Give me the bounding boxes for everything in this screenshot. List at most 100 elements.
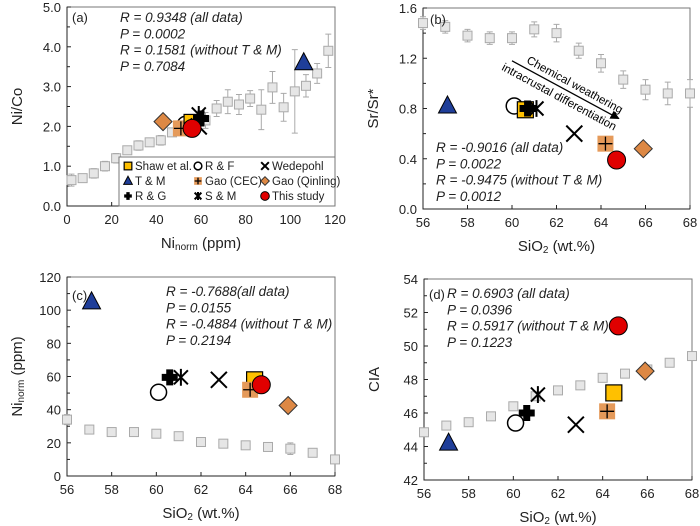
gray-data-point xyxy=(256,104,267,115)
gray-data-point xyxy=(618,74,629,85)
gray-data-point xyxy=(133,140,144,151)
x-tick-label: 66 xyxy=(283,482,297,497)
legend-item: T & M xyxy=(122,175,165,188)
stat-annotation: R = 0.6903 (all data) xyxy=(447,286,570,301)
marker-sm xyxy=(528,100,545,117)
legend-label: Gao (CEC) xyxy=(205,176,262,188)
x-tick-label: 40 xyxy=(149,212,163,227)
gray-data-point xyxy=(129,427,139,438)
x-tick-label: 64 xyxy=(595,486,609,501)
x-tick-label: 60 xyxy=(506,486,520,501)
marker-rg xyxy=(518,405,535,421)
gray-data-point xyxy=(486,411,496,422)
gray-data-point xyxy=(99,161,110,172)
gray-data-point xyxy=(484,33,495,44)
x-tick-label: 56 xyxy=(60,482,74,497)
y-tick-label: 44 xyxy=(404,440,418,455)
gray-data-point xyxy=(84,424,95,435)
y-axis-label: Ninorm (ppm) xyxy=(9,336,27,416)
marker-rf xyxy=(193,161,203,171)
marker-rg xyxy=(161,369,178,386)
marker-wedepohl xyxy=(260,161,270,171)
marker-gao-cec xyxy=(599,403,616,420)
y-tick-label: 80 xyxy=(47,336,61,351)
marker-rg xyxy=(124,192,132,200)
gray-data-point xyxy=(300,80,311,91)
legend-label: Wedepohl xyxy=(272,161,324,173)
y-axis-label: Sr/Sr* xyxy=(365,88,382,128)
y-tick-label: 5.0 xyxy=(43,0,61,15)
legend-label: R & F xyxy=(205,161,234,173)
gray-data-point xyxy=(173,431,184,442)
gray-data-point xyxy=(685,88,695,99)
x-tick-label: 66 xyxy=(638,215,652,230)
x-tick-label: 56 xyxy=(416,215,430,230)
gray-data-point xyxy=(551,28,562,39)
marker-tm xyxy=(81,290,102,310)
legend-item: Gao (CEC) xyxy=(194,176,262,188)
gray-data-point xyxy=(440,21,451,32)
x-tick-label: 100 xyxy=(279,212,301,227)
panel-label: (c) xyxy=(72,288,87,303)
x-tick-label: 66 xyxy=(640,486,654,501)
x-tick-label: 60 xyxy=(505,215,519,230)
marker-tm xyxy=(437,94,458,114)
panel-c: 56 58 60 62 64 66 68 0 20 40 60 80 100 120 SiO2 (wt.%)… xyxy=(9,270,342,523)
stat-annotation: R = -0.9475 (without T & M) xyxy=(436,173,602,188)
gray-data-point xyxy=(211,103,222,114)
legend-label: Shaw et al. xyxy=(135,161,192,173)
x-tick-label: 64 xyxy=(238,482,252,497)
gray-data-point xyxy=(463,417,474,428)
legend: Shaw et al. R & F Wedepohl T & M Gao (CEC) Ga… xyxy=(118,156,341,207)
x-tick-label: 68 xyxy=(685,486,699,501)
stat-annotation: R = -0.7688(all data) xyxy=(166,284,289,299)
y-tick-label: 54 xyxy=(404,272,418,287)
marker-tm xyxy=(122,175,134,185)
y-tick-label: 1.0 xyxy=(43,159,61,174)
x-tick-label: 60 xyxy=(194,212,208,227)
stat-annotation: R = -0.9016 (all data) xyxy=(436,140,563,155)
gray-data-point xyxy=(106,427,117,438)
marker-gao-cec xyxy=(194,177,202,185)
legend-label: Gao (Qinling) xyxy=(272,176,341,188)
marker-gao-qinling xyxy=(153,111,173,132)
y-tick-label: 2.0 xyxy=(43,119,61,134)
marker-wedepohl xyxy=(565,124,584,143)
x-tick-label: 64 xyxy=(594,215,608,230)
gray-data-point xyxy=(263,441,273,452)
gray-data-point xyxy=(573,45,584,56)
marker-wedepohl xyxy=(210,371,228,389)
marker-rg xyxy=(519,100,536,117)
legend-label: This study xyxy=(272,191,325,203)
x-tick-label: 20 xyxy=(104,212,118,227)
x-axis-label: SiO2 (wt.%) xyxy=(162,505,239,523)
stat-annotation: R = 0.9348 (all data) xyxy=(120,10,243,25)
gray-data-point xyxy=(687,351,697,362)
gray-data-point xyxy=(222,96,233,107)
gray-data-point xyxy=(77,173,88,184)
y-tick-label: 48 xyxy=(404,373,418,388)
marker-this-study xyxy=(608,316,628,336)
legend-item: Gao (Qinling) xyxy=(259,175,341,188)
y-tick-label: 40 xyxy=(47,403,61,418)
stat-annotation: P = 0.0012 xyxy=(436,189,502,204)
y-tick-label: 0.0 xyxy=(399,202,417,217)
marker-shaw xyxy=(605,384,623,402)
legend-item: R & F xyxy=(193,161,234,173)
marker-gao-qinling xyxy=(259,175,271,187)
gray-data-point xyxy=(640,84,651,95)
gray-data-point xyxy=(240,440,251,451)
y-tick-label: 0 xyxy=(54,469,61,484)
marker-tm xyxy=(293,51,314,71)
x-tick-label: 58 xyxy=(460,215,474,230)
x-axis-label: SiO2 (wt.%) xyxy=(518,238,595,256)
marker-rf xyxy=(506,414,525,432)
gray-data-point xyxy=(620,368,630,379)
y-tick-label: 52 xyxy=(404,306,418,321)
panel-b: 56 58 60 62 64 66 68 0.0 0.4 0.8 1.2 1.6 SiO2 (wt.%)… xyxy=(365,1,697,256)
gray-data-point xyxy=(233,99,244,110)
gray-data-point xyxy=(285,443,296,454)
y-tick-label: 1.6 xyxy=(399,1,417,16)
gray-data-point xyxy=(462,30,473,41)
gray-data-point xyxy=(529,24,540,35)
